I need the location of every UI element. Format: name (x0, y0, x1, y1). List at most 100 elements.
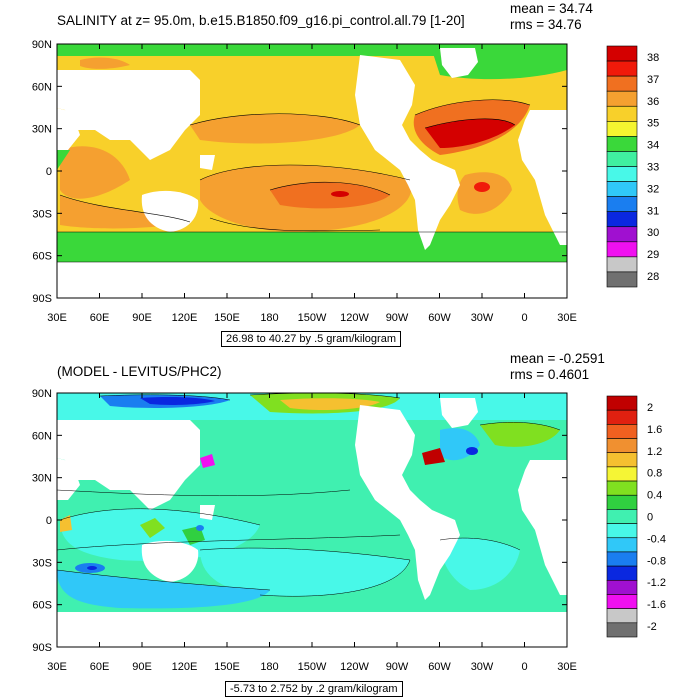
colorbar-swatch (606, 523, 638, 539)
colorbar-swatch (606, 121, 638, 137)
x-tick-label: 180 (260, 661, 278, 673)
colorbar-swatch (606, 241, 638, 258)
x-tick-label: 0 (521, 661, 527, 673)
x-tick-label: 150W (298, 661, 327, 673)
x-tick-label: 120W (340, 312, 369, 324)
colorbar-swatch (606, 409, 638, 425)
x-tick-label: 60E (90, 661, 110, 673)
colorbar-swatch (606, 166, 638, 182)
colorbar-label: -2 (647, 621, 657, 633)
colorbar-swatch (606, 45, 638, 62)
colorbar-swatch (606, 466, 638, 482)
colorbar-swatch (606, 136, 638, 152)
x-tick-label: 30W (471, 661, 494, 673)
colorbar-swatch (606, 565, 638, 581)
x-tick-label: 30E (47, 312, 67, 324)
x-tick-label: 120W (340, 661, 369, 673)
colorbar-label: 34 (647, 140, 659, 152)
colorbar-swatch (606, 105, 638, 122)
x-tick-label: 60W (428, 661, 451, 673)
y-tick-label: 30N (32, 124, 52, 136)
x-tick-label: 90W (386, 312, 409, 324)
colorbar-swatch (606, 509, 638, 524)
difference-field (57, 393, 567, 647)
colorbar-swatch (606, 271, 638, 288)
y-tick-label: 0 (46, 166, 52, 178)
colorbar-label: -1.6 (647, 599, 666, 611)
y-tick-label: 90N (32, 388, 52, 400)
y-tick-label: 60N (32, 81, 52, 93)
colorbar-swatch (606, 151, 638, 167)
colorbar-swatch (606, 211, 638, 228)
difference-panel: (MODEL - LEVITUS/PHC2) mean = -0.2591 rm… (0, 350, 700, 700)
colorbar-label: 29 (647, 249, 659, 261)
x-tick-label: 30E (557, 312, 577, 324)
y-tick-label: 30S (32, 208, 52, 220)
chart-title: (MODEL - LEVITUS/PHC2) (57, 364, 222, 379)
colorbar-swatch (606, 494, 638, 510)
colorbar-swatch (606, 395, 638, 411)
colorbar-swatch (606, 226, 638, 243)
x-tick-label: 30W (471, 312, 494, 324)
colorbar-swatch (606, 60, 638, 77)
y-tick-label: 30N (32, 473, 52, 485)
land-mask (57, 398, 567, 647)
x-tick-label: 150E (214, 661, 240, 673)
y-tick-label: 60S (32, 600, 52, 612)
colorbar-label: 38 (647, 52, 659, 64)
colorbar-swatch (606, 424, 638, 439)
x-tick-label: 150E (214, 312, 240, 324)
colorbar-label: 2 (647, 402, 653, 414)
x-tick-label: 90W (386, 661, 409, 673)
colorbar-label: 30 (647, 227, 659, 239)
x-tick-label: 90E (132, 661, 152, 673)
x-tick-label: 180 (260, 312, 278, 324)
colorbar-label: 0.8 (647, 468, 662, 480)
x-tick-label: 30E (557, 661, 577, 673)
land-mask (57, 48, 567, 298)
y-tick-label: 90N (32, 39, 52, 51)
x-tick-label: 0 (521, 312, 527, 324)
colorbar-swatch (606, 537, 638, 553)
rms-label: rms = 34.76 (510, 17, 582, 32)
colorbar-label: 0 (647, 512, 653, 524)
y-tick-label: 0 (46, 515, 52, 527)
difference-map: 30E 60E 90E 120E 150E 180 150W 120W 90W 60W 30W 0 30… (32, 388, 666, 673)
colorbar-label: 0.4 (647, 490, 662, 502)
colorbar-swatch (606, 480, 638, 496)
colorbar-label: 32 (647, 183, 659, 195)
contour-lines (57, 99, 567, 263)
contour-info-box: -5.73 to 2.752 by .2 gram/kilogram (225, 681, 403, 697)
colorbar-swatch (606, 452, 638, 468)
y-tick-label: 90S (32, 293, 52, 305)
x-tick-label: 60W (428, 312, 451, 324)
colorbar-label: -0.4 (647, 533, 666, 545)
colorbar-label: 28 (647, 271, 659, 283)
x-tick-label: 90E (132, 312, 152, 324)
colorbar-label: 1.2 (647, 446, 662, 458)
x-tick-label: 120E (172, 661, 198, 673)
colorbar-label: -0.8 (647, 555, 666, 567)
y-tick-label: 90S (32, 642, 52, 654)
x-tick-label: 30E (47, 661, 67, 673)
colorbar-label: 1.6 (647, 424, 662, 436)
salinity-panel: SALINITY at z= 95.0m, b.e15.B1850.f09_g1… (32, 1, 659, 347)
colorbar-swatch (606, 594, 638, 609)
colorbar-swatch (606, 75, 638, 92)
colorbar-label: 36 (647, 96, 659, 108)
x-tick-label: 150W (298, 312, 327, 324)
y-tick-label: 60N (32, 430, 52, 442)
colorbar-label: 35 (647, 118, 659, 130)
colorbar-swatch (606, 579, 638, 595)
colorbar-label: 31 (647, 205, 659, 217)
colorbar-swatch (606, 608, 638, 624)
x-tick-label: 60E (90, 312, 110, 324)
colorbar-swatch (606, 90, 638, 107)
rms-label: rms = 0.4601 (510, 367, 590, 382)
colorbar-label: -1.2 (647, 577, 666, 589)
colorbar-swatch (606, 551, 638, 567)
colorbar-swatch (606, 622, 638, 638)
colorbar-swatch (606, 196, 638, 212)
colorbar-label: 37 (647, 74, 659, 86)
contour-info-box: 26.98 to 40.27 by .5 gram/kilogram (221, 331, 401, 347)
